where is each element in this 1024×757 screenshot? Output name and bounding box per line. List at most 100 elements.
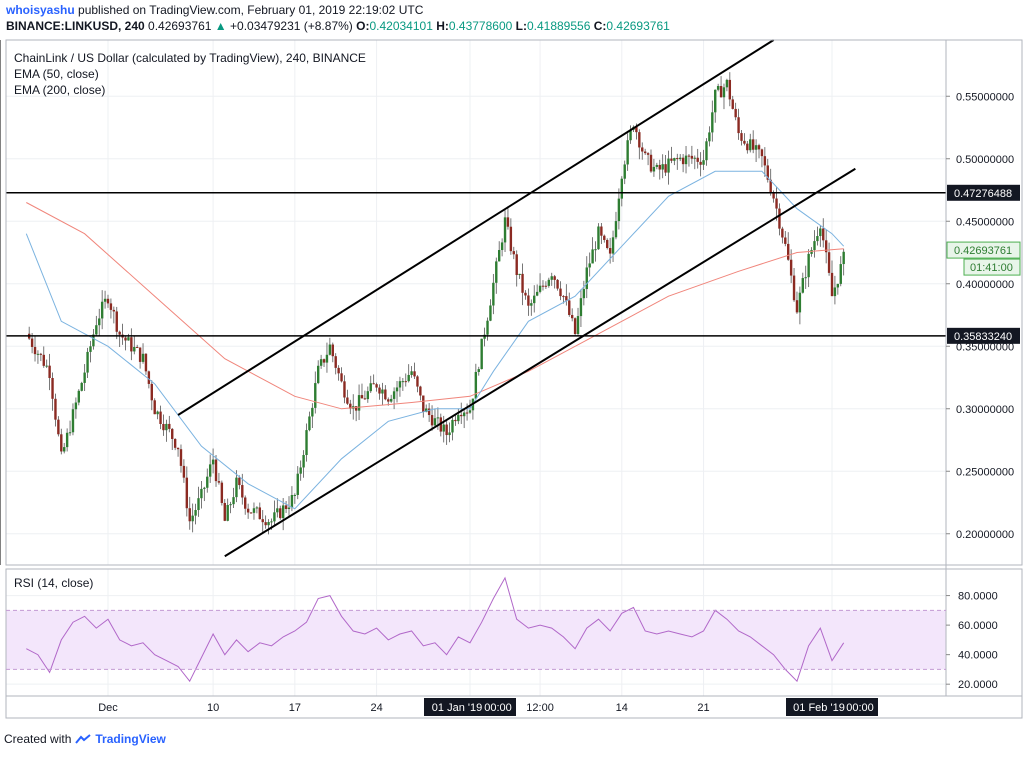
candle-body — [751, 139, 755, 150]
candle-body — [422, 395, 425, 412]
candle-body — [702, 160, 705, 165]
ohlc-line: BINANCE:LINKUSD, 240 0.42693761 ▲ +0.034… — [6, 19, 670, 33]
candle-body — [664, 164, 667, 173]
close-label: C: — [593, 19, 607, 33]
candle-body — [354, 406, 358, 411]
candle-body — [232, 497, 235, 505]
candle-body — [182, 465, 186, 478]
countdown-label: 01:41:00 — [970, 262, 1013, 274]
candle-body — [705, 141, 708, 161]
candle-body — [238, 477, 241, 486]
candle-body — [719, 86, 723, 98]
candle-body — [395, 387, 399, 392]
candle-body — [57, 419, 60, 435]
time-marker-date: 01 Jan '19 — [432, 702, 482, 714]
price-tick-label: 0.25000000 — [956, 466, 1014, 478]
candle-body — [258, 507, 262, 520]
time-tick-label: Dec — [98, 702, 118, 714]
price-tick-label: 0.20000000 — [956, 529, 1014, 541]
candle-body — [276, 508, 279, 513]
legend-ema200: EMA (200, close) — [14, 83, 105, 97]
level-price-box — [947, 184, 1020, 201]
price-tick-label: 0.50000000 — [956, 154, 1014, 166]
candle-body — [708, 132, 711, 142]
candle-body — [544, 285, 548, 287]
candle-body — [229, 504, 232, 506]
candle-body — [830, 272, 834, 297]
candle-body — [760, 149, 764, 157]
candle-body — [810, 249, 813, 254]
candle-body — [65, 432, 69, 448]
candle-body — [141, 353, 145, 362]
candle-body — [816, 236, 819, 242]
candle-body — [690, 155, 694, 159]
candle-body — [319, 359, 323, 366]
candle-body — [302, 455, 305, 468]
low-label: L: — [515, 19, 527, 33]
price-axis[interactable]: 0.55000000 0.50000000 0.45000000 0.40000000… — [946, 91, 1021, 541]
candle-body — [197, 498, 200, 511]
candle-body — [813, 241, 816, 250]
author-link[interactable]: whoisyashu — [6, 3, 75, 17]
candle-body — [646, 153, 650, 155]
candle-body — [168, 423, 171, 429]
rsi-tick-label: 20.0000 — [958, 679, 998, 691]
candle-body — [740, 133, 743, 141]
candle-body — [448, 432, 451, 436]
candle-body — [246, 508, 250, 513]
candle-body — [176, 447, 180, 450]
time-tick-label: 24 — [370, 702, 382, 714]
candle-body — [547, 279, 551, 286]
candle-body — [570, 314, 574, 319]
candle-body — [244, 497, 247, 509]
candle-body — [495, 261, 498, 283]
candle-body — [629, 129, 632, 141]
footer-tradingview-link[interactable]: TradingView — [95, 732, 166, 746]
time-marker-box — [786, 698, 878, 716]
candle-body — [480, 338, 483, 370]
candle-body — [725, 79, 729, 88]
candle-body — [346, 397, 349, 404]
candle-body — [208, 464, 212, 477]
candle-body — [728, 79, 732, 100]
candle-body — [311, 407, 314, 417]
rsi-axis[interactable]: 80.0000 60.0000 40.0000 20.0000 — [946, 591, 998, 692]
candle-body — [331, 344, 334, 357]
candle-body — [483, 334, 486, 339]
time-axis-frame — [5, 695, 1023, 719]
candle-body — [92, 334, 95, 347]
legend-symbol-title: ChainLink / US Dollar (calculated by Tra… — [14, 51, 366, 65]
candle-body — [118, 331, 121, 335]
candle-body — [305, 430, 308, 456]
candle-body — [465, 412, 469, 414]
rsi-tick-label: 80.0000 — [958, 591, 998, 603]
candle-body — [98, 318, 101, 326]
candle-body — [731, 99, 734, 109]
candle-body — [322, 359, 326, 363]
candle-body — [568, 300, 571, 315]
level-price-label: 0.47276488 — [954, 188, 1012, 200]
candle-body — [711, 112, 714, 133]
rsi-line — [26, 576, 845, 683]
candle-body — [48, 365, 51, 378]
candle-body — [585, 267, 588, 290]
candle-body — [789, 259, 793, 276]
candle-body — [325, 354, 329, 363]
candle-body — [130, 337, 133, 352]
candle-body — [614, 221, 618, 238]
candle-body — [42, 354, 45, 366]
candle-body — [284, 505, 288, 509]
candle-body — [349, 403, 352, 409]
candle-body — [153, 400, 156, 415]
candle-body — [71, 409, 75, 433]
legend-ema50: EMA (50, close) — [14, 67, 99, 81]
trend-drawings — [0, 39, 946, 565]
candle-body — [281, 505, 285, 519]
candle-body — [223, 502, 226, 521]
candle-body — [334, 356, 337, 368]
candle-body — [606, 239, 609, 249]
candle-body — [588, 263, 591, 268]
candle-body — [372, 383, 375, 385]
